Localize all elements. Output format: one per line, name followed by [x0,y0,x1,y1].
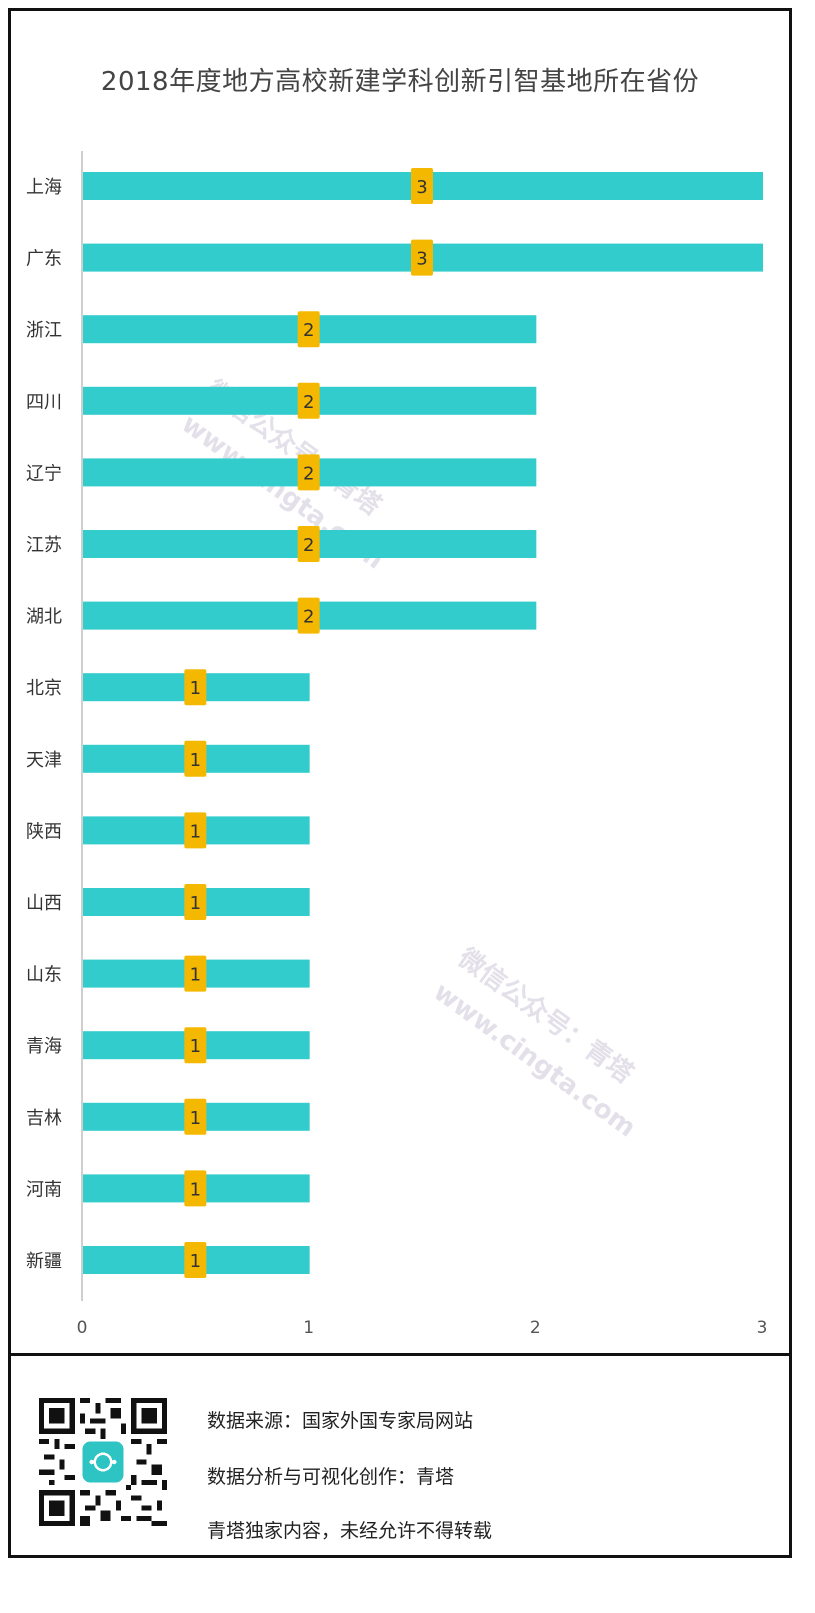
category-label: 山西 [26,893,62,914]
x-tick-label: 1 [303,1318,314,1338]
x-tick-label: 0 [77,1318,88,1338]
data-label: 3 [416,177,427,198]
category-label: 四川 [26,392,62,413]
category-label: 河南 [26,1179,62,1200]
data-label-badge [411,239,433,276]
data-label-badge [297,454,320,491]
data-label-badge [297,311,320,348]
data-label-badge [184,1242,207,1278]
data-label: 2 [303,320,314,341]
category-label: 湖北 [26,607,62,628]
chart-title: 2018年度地方高校新建学科创新引智基地所在省份 [100,67,700,97]
data-label: 1 [190,1108,201,1129]
footer: 数据来源：国家外国专家局网站 数据分析与可视化创作：青塔 青塔独家内容，未经允许… [11,1356,789,1555]
category-label: 天津 [26,750,62,771]
category-label: 北京 [26,678,62,699]
data-label: 1 [190,965,201,986]
x-tick-label: 2 [530,1318,541,1338]
data-label-badge [184,1170,207,1207]
category-label: 陕西 [26,821,62,842]
data-label-badge [184,740,207,777]
data-label-badge [184,669,207,706]
data-label-badge [184,812,207,849]
copyright-notice: 青塔独家内容，未经允许不得转载 [207,1520,493,1542]
category-label: 青海 [26,1036,62,1057]
category-label: 辽宁 [26,463,62,484]
data-label: 2 [303,392,314,413]
data-label-badge [411,168,433,204]
bar-chart: 上海 3 广东 3 浙江 2 四川 2 辽宁 2 江苏 2 湖北 2 北京 1 天津 1 陕西 1 山西 1 山东 1 青海 1 吉… [26,151,768,1338]
infographic-frame: 2018年度地方高校新建学科创新引智基地所在省份 微信公众号：青塔 www.ci… [8,8,792,1558]
category-label: 浙江 [26,320,62,341]
data-label: 1 [190,1036,201,1057]
data-label-badge [184,955,207,992]
category-label: 上海 [26,177,62,198]
category-label: 江苏 [26,535,62,556]
category-label: 吉林 [26,1108,62,1129]
data-label-badge [297,597,320,634]
data-label: 2 [303,535,314,556]
data-label-badge [297,382,320,419]
analysis-credit-text: 数据分析与可视化创作：青塔 [207,1466,455,1488]
data-label: 1 [190,678,201,699]
data-label: 1 [190,1179,201,1200]
data-label-badge [184,884,207,920]
category-label: 广东 [26,249,62,270]
data-label: 3 [416,249,427,270]
data-label: 1 [190,1251,201,1272]
data-label: 2 [303,607,314,628]
data-label-badge [297,526,320,562]
data-label: 2 [303,463,314,484]
footer-divider [11,1353,789,1356]
data-source-text: 数据来源：国家外国专家局网站 [207,1410,474,1432]
chart-area: 2018年度地方高校新建学科创新引智基地所在省份 微信公众号：青塔 www.ci… [11,11,789,1351]
data-label-badge [184,1027,207,1064]
data-label: 1 [190,893,201,914]
category-label: 山东 [26,965,62,986]
category-label: 新疆 [26,1251,62,1272]
data-label-badge [184,1098,207,1135]
qr-code-icon [39,1398,167,1526]
data-label: 1 [190,821,201,842]
x-tick-label: 3 [757,1318,768,1338]
data-label: 1 [190,750,201,771]
